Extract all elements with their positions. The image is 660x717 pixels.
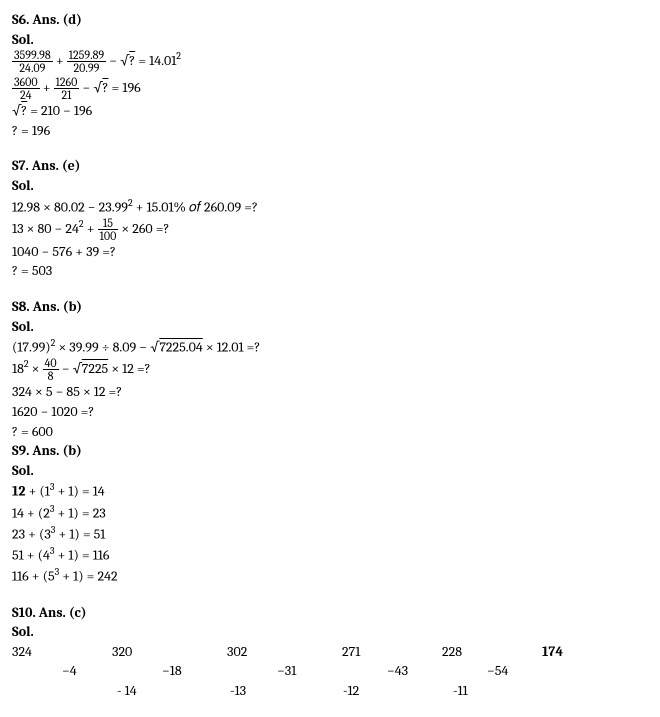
s8-line3: 324 × 5 − 85 × 12 =? <box>12 382 648 402</box>
s7-line1: 12.98 × 80.02 − 23.992 + 15.01% 𝑜𝑓 260.0… <box>12 196 648 217</box>
s10-sollabel: Sol. <box>12 622 648 642</box>
s8-line2: 182 × 408 − √7225 × 12 =? <box>12 357 648 382</box>
s9-line5: 116 + (53 + 1) = 242 <box>12 565 648 586</box>
s8-sollabel: Sol. <box>12 317 648 337</box>
s9-sollabel: Sol. <box>12 461 648 481</box>
s6-line4: ? = 196 <box>12 121 648 141</box>
s8-header: S8. Ans. (b) <box>12 297 648 317</box>
s10-header: S10. Ans. (c) <box>12 603 648 623</box>
s9-line2: 14 + (23 + 1) = 23 <box>12 502 648 523</box>
s8-line1: (17.99)2 × 39.99 ÷ 8.09 − √7225.04 × 12.… <box>12 336 648 357</box>
s8-line4: 1620 − 1020 =? <box>12 402 648 422</box>
sqrt-icon: √ <box>73 360 82 377</box>
s10-row1: 324 320 302 271 228 174 <box>12 642 648 662</box>
s7-header: S7. Ans. (e) <box>12 156 648 176</box>
sqrt-icon: √ <box>150 339 159 356</box>
s7-line2: 13 × 80 − 242 + 15100 × 260 =? <box>12 217 648 242</box>
s8-line5: ? = 600 <box>12 422 648 442</box>
sqrt-icon: √ <box>93 79 102 96</box>
s9-line1: 12 + (13 + 1) = 14 <box>12 480 648 501</box>
sqrt-icon: √ <box>12 102 21 119</box>
s6-line2: 360024 + 126021 − √? = 196 <box>12 76 648 101</box>
s9-header: S9. Ans. (b) <box>12 441 648 461</box>
s7-line4: ? = 503 <box>12 261 648 281</box>
sqrt-icon: √ <box>120 52 129 69</box>
s10-row2: −4 −18 −31 −43 −54 <box>12 661 648 681</box>
s6-sollabel: Sol. <box>12 30 648 50</box>
s9-line3: 23 + (33 + 1) = 51 <box>12 523 648 544</box>
s9-line4: 51 + (43 + 1) = 116 <box>12 544 648 565</box>
s6-line3: √? = 210 − 196 <box>12 101 648 121</box>
s7-line3: 1040 − 576 + 39 =? <box>12 242 648 262</box>
s6-header: S6. Ans. (d) <box>12 10 648 30</box>
s6-line1: 3599.9824.09 + 1259.8920.99 − √? = 14.01… <box>12 49 648 74</box>
s7-sollabel: Sol. <box>12 176 648 196</box>
s10-row3: - 14 -13 -12 -11 <box>12 681 648 701</box>
